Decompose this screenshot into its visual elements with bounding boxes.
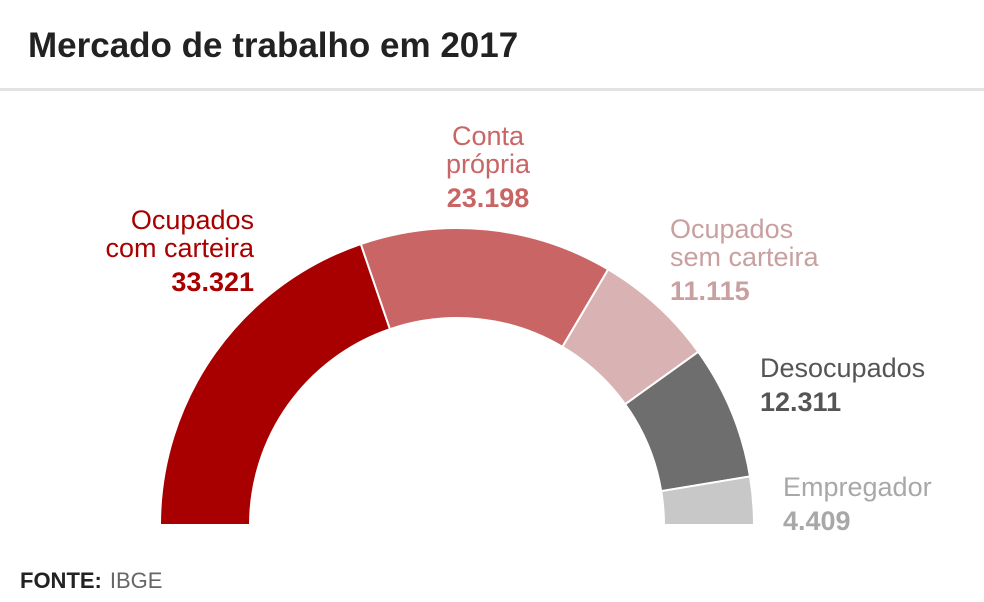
label-ocupados-com-carteira: Ocupados com carteira 33.321 [105,206,254,296]
label-line: Empregador [783,472,932,502]
value-label: 11.115 [670,276,750,306]
source-name: IBGE [109,568,163,593]
label-line: Ocupados [130,205,254,235]
source-label: FONTE: [20,568,102,593]
label-line: Desocupados [760,353,926,383]
source-footer: FONTE: IBGE [20,568,162,594]
divider [0,88,984,91]
label-line: com carteira [105,233,254,263]
label-empregador: Empregador 4.409 [783,473,932,535]
segment-conta-pr-pria [359,227,610,349]
value-label: 33.321 [171,267,254,297]
label-line: Conta [451,121,525,151]
value-label: 4.409 [783,506,851,536]
label-line: Ocupados [670,214,794,244]
label-line: sem carteira [670,242,819,272]
segment-empregador [660,475,756,526]
chart-title: Mercado de trabalho em 2017 [28,26,519,65]
label-desocupados: Desocupados 12.311 [760,354,925,416]
value-label: 12.311 [760,387,842,417]
label-line: própria [445,149,531,179]
label-ocupados-sem-carteira: Ocupados sem carteira 11.115 [670,215,819,305]
value-label: 23.198 [446,183,530,213]
label-conta-propria: Conta própria 23.198 [388,122,588,212]
